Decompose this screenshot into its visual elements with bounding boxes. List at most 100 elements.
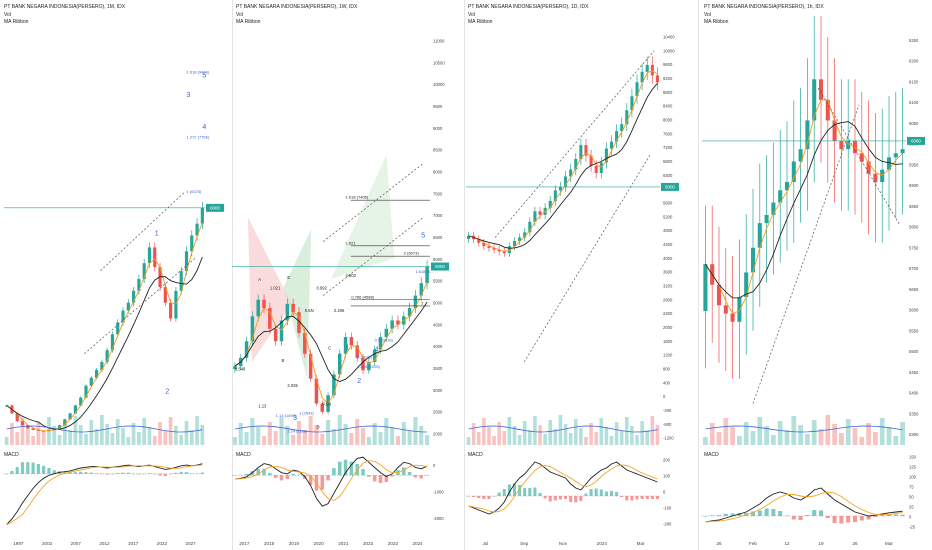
volume-bar — [604, 427, 609, 445]
candle — [36, 429, 40, 431]
price-tick-label: 8400 — [663, 104, 673, 109]
volume-bar — [41, 431, 46, 445]
fib-label: 1.618 (4... — [415, 269, 433, 274]
macd-histogram-bar — [126, 472, 130, 474]
macd-histogram-bar — [147, 473, 152, 474]
volume-bar — [757, 417, 763, 445]
volume-bar — [703, 437, 708, 445]
volume-ma-line — [468, 425, 658, 433]
wave-label: 1 — [155, 231, 159, 238]
macd-histogram-bar — [873, 516, 878, 517]
macd-histogram-bar — [84, 472, 88, 474]
macd-histogram-bar — [900, 514, 905, 516]
x-tick-label: 19 — [818, 541, 824, 546]
last-price-badge — [661, 182, 679, 191]
candle — [100, 362, 104, 370]
candle — [89, 377, 93, 386]
volume-ma-line — [705, 425, 903, 433]
candle — [625, 110, 629, 125]
wave-label: 1 — [346, 345, 350, 352]
macd-histogram-bar — [477, 496, 481, 498]
volume-bar — [866, 423, 871, 445]
pattern-label: 2.406 — [334, 308, 345, 313]
candle — [825, 99, 830, 121]
macd-histogram-bar — [507, 484, 511, 496]
trend-line — [817, 87, 901, 226]
fib-level-label: 2 (6073) — [404, 251, 420, 256]
price-tick-label: 400 — [663, 380, 671, 385]
candle — [332, 374, 336, 396]
candle — [492, 247, 496, 250]
price-tick-label: 1600 — [663, 339, 673, 344]
candle — [574, 159, 578, 170]
price-tick-label: 5300 — [909, 432, 919, 437]
macd-tick-label: 200 — [663, 458, 671, 463]
price-tick-label: 2000 — [663, 325, 673, 330]
macd-tick-label: -2000 — [433, 516, 444, 521]
volume-bar — [296, 421, 302, 445]
pattern-label: A — [258, 277, 261, 282]
macd-histogram-bar — [771, 509, 776, 516]
price-tick-label: 5600 — [909, 308, 919, 313]
volume-bar — [589, 423, 593, 445]
volume-bar — [20, 418, 25, 445]
volume-bar — [630, 426, 634, 445]
price-tick-label: 4400 — [663, 242, 673, 247]
price-tick-label: 5550 — [909, 328, 919, 333]
last-price-label: 6000 — [911, 139, 921, 144]
last-price-label: 6000 — [210, 205, 220, 210]
price-tick-label: 5650 — [909, 287, 919, 292]
macd-histogram-bar — [233, 475, 237, 476]
price-tick-label: 5750 — [909, 245, 919, 250]
volume-bar — [798, 425, 803, 445]
macd-histogram-bar — [142, 473, 146, 475]
macd-tick-label: 100 — [663, 474, 671, 479]
price-tick-label: 6250 — [909, 38, 919, 43]
candle — [750, 247, 756, 273]
volume-bar — [563, 424, 568, 445]
macd-histogram-bar — [852, 516, 858, 522]
price-tick-label: 6150 — [909, 79, 919, 84]
volume-bar — [163, 431, 168, 445]
candle — [42, 430, 46, 432]
volume-bar — [777, 421, 783, 445]
volume-bar — [533, 416, 537, 445]
volume-bar — [308, 416, 313, 445]
price-tick-label: -400 — [663, 408, 672, 413]
candle — [121, 310, 125, 323]
candle — [110, 334, 115, 351]
x-tick-label: Sep — [520, 541, 529, 546]
macd-histogram-bar — [52, 470, 56, 474]
macd-histogram-bar — [482, 496, 486, 499]
price-tick-label: 5200 — [663, 214, 673, 219]
volume-bar — [730, 427, 735, 445]
candle — [297, 312, 301, 333]
candle — [79, 397, 83, 406]
macd-histogram-bar — [880, 515, 885, 516]
candle — [791, 161, 796, 183]
macd-histogram-bar — [116, 473, 120, 474]
wave-label: 2 — [165, 389, 169, 396]
macd-histogram-bar — [200, 472, 204, 474]
symbol-label: PT BANK NEGARA INDONESIA(PERSERO), 1h, I… — [704, 4, 824, 10]
volume-bar — [401, 422, 406, 445]
trend-line — [322, 162, 425, 242]
candle — [645, 64, 649, 72]
macd-histogram-bar — [569, 496, 573, 502]
macd-histogram-bar — [15, 467, 19, 474]
candle — [337, 353, 342, 375]
candle — [839, 140, 844, 150]
price-tick-label: 5600 — [663, 200, 673, 205]
candle — [805, 120, 810, 150]
macd-histogram-bar — [244, 473, 249, 476]
volume-bar — [238, 423, 243, 445]
macd-histogram-bar — [594, 488, 598, 496]
ribbon-label: MA Ribbon — [236, 19, 261, 25]
price-tick-label: 800 — [663, 366, 671, 371]
price-tick-label: 4000 — [433, 344, 443, 349]
trend-line — [494, 50, 655, 238]
fib-level-label: 1.621 — [346, 240, 357, 245]
price-tick-label: 5800 — [909, 225, 919, 230]
volume-bar — [771, 435, 776, 445]
macd-histogram-bar — [332, 468, 336, 476]
